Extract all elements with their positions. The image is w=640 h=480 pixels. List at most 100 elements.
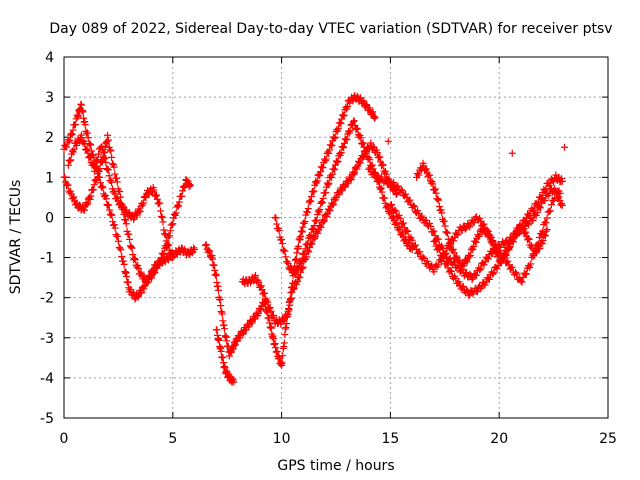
data-point	[273, 220, 281, 228]
data-point	[81, 140, 89, 148]
data-point	[157, 212, 165, 220]
data-point	[239, 330, 247, 338]
data-point	[325, 206, 333, 214]
data-point	[325, 179, 333, 187]
data-point	[447, 267, 455, 275]
data-point	[129, 251, 137, 259]
data-point	[134, 293, 142, 301]
data-point	[120, 260, 128, 268]
data-point	[299, 263, 307, 271]
data-point	[497, 259, 505, 267]
data-point	[97, 183, 105, 191]
data-point	[316, 223, 324, 231]
data-point	[323, 213, 331, 221]
data-point	[104, 166, 112, 174]
data-point	[384, 137, 392, 145]
data-point	[430, 186, 438, 194]
data-point	[424, 173, 432, 181]
data-point	[369, 108, 377, 116]
data-point	[292, 255, 300, 263]
data-point	[92, 157, 100, 165]
data-point	[545, 190, 553, 198]
data-point	[148, 274, 156, 282]
data-point	[447, 240, 455, 248]
data-point	[329, 200, 337, 208]
data-point	[339, 143, 347, 151]
x-tick-label: 15	[381, 431, 399, 447]
data-point	[103, 165, 111, 173]
data-point	[81, 121, 89, 129]
data-point	[508, 149, 516, 157]
data-point	[272, 214, 280, 222]
data-point	[468, 275, 476, 283]
data-point	[353, 165, 361, 173]
data-point	[362, 100, 370, 108]
data-point	[172, 209, 180, 217]
data-point	[86, 153, 94, 161]
data-point	[169, 220, 177, 228]
data-point	[205, 246, 213, 254]
data-point	[160, 250, 168, 258]
data-point	[489, 250, 497, 258]
data-point	[331, 166, 339, 174]
data-point	[459, 282, 467, 290]
data-point	[335, 191, 343, 199]
data-point	[429, 180, 437, 188]
data-point	[313, 216, 321, 224]
data-point	[379, 161, 387, 169]
data-point	[156, 257, 164, 265]
data-point	[441, 222, 449, 230]
data-point	[322, 189, 330, 197]
data-point	[289, 285, 297, 293]
data-point	[87, 192, 95, 200]
data-point	[111, 224, 119, 232]
data-point	[165, 241, 173, 249]
data-point	[541, 232, 549, 240]
data-point	[105, 206, 113, 214]
data-point	[452, 274, 460, 282]
data-point	[104, 136, 112, 144]
data-point	[108, 153, 116, 161]
data-point	[303, 208, 311, 216]
data-point	[321, 157, 329, 165]
data-point	[489, 241, 497, 249]
data-point	[118, 252, 126, 260]
data-point	[442, 250, 450, 258]
data-point	[496, 258, 504, 266]
data-point	[133, 263, 141, 271]
y-tick-label: 3	[45, 90, 54, 106]
data-point	[68, 147, 76, 155]
data-point	[107, 147, 115, 155]
data-point	[359, 98, 367, 106]
data-point	[455, 278, 463, 286]
data-point	[513, 230, 521, 238]
data-point	[380, 194, 388, 202]
data-point	[178, 192, 186, 200]
data-point	[476, 266, 484, 274]
data-point	[437, 206, 445, 214]
data-point	[387, 182, 395, 190]
data-point	[282, 313, 290, 321]
y-tick-label: -5	[40, 411, 54, 427]
data-point	[283, 312, 291, 320]
data-point	[378, 173, 386, 181]
data-point	[405, 197, 413, 205]
data-point	[162, 237, 170, 245]
data-point	[440, 217, 448, 225]
data-point	[286, 301, 294, 309]
data-point	[452, 252, 460, 260]
data-point	[533, 201, 541, 209]
data-point	[517, 277, 525, 285]
data-point	[526, 212, 534, 220]
data-point	[201, 242, 209, 250]
data-point	[466, 223, 474, 231]
data-point	[70, 145, 78, 153]
data-point	[108, 160, 116, 168]
y-tick-label: 0	[45, 210, 54, 226]
data-point	[472, 271, 480, 279]
data-point	[435, 203, 443, 211]
data-point	[506, 242, 514, 250]
data-point	[295, 264, 303, 272]
data-point	[346, 127, 354, 135]
data-point	[309, 188, 317, 196]
